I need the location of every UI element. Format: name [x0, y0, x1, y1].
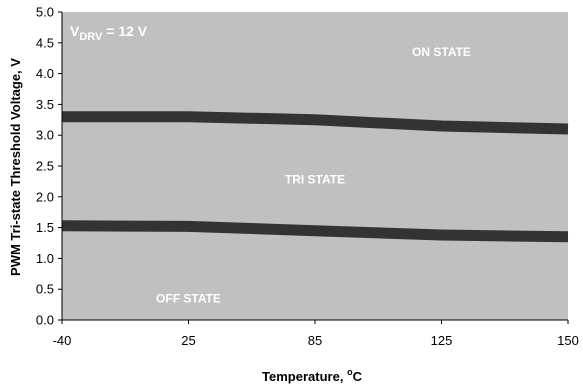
y-tick-label: 1.0 — [36, 251, 54, 266]
y-tick-label: 3.5 — [36, 97, 54, 112]
series-layer — [61, 111, 569, 243]
plot-area — [62, 12, 568, 320]
y-tick-label: 5.0 — [36, 5, 54, 20]
x-tick-label: 25 — [181, 333, 195, 348]
y-tick-label: 3.0 — [36, 128, 54, 143]
y-tick-label: 2.5 — [36, 159, 54, 174]
threshold-band-2 — [61, 220, 569, 243]
x-tick-label: -40 — [53, 333, 72, 348]
region-label-3: OFF STATE — [156, 291, 221, 305]
y-tick-label: 1.5 — [36, 220, 54, 235]
threshold-band-1 — [62, 111, 569, 135]
x-axis-title: Temperature, oC — [262, 367, 363, 384]
y-tick-label: 0.0 — [36, 313, 54, 328]
region-label-2: TRI STATE — [285, 173, 345, 187]
y-tick-label: 4.5 — [36, 35, 54, 50]
x-tick-label: 85 — [308, 333, 322, 348]
region-labels: ON STATE TRI STATE OFF STATE — [156, 45, 471, 305]
axes: 0.0 0.5 1.0 1.5 2.0 2.5 3.0 3.5 4.0 4.5 5.0 -40 25 85… — [36, 5, 579, 349]
y-axis-title: PWM Tri-state Threshold Voltage, V — [8, 58, 23, 276]
y-tick-label: 2.0 — [36, 189, 54, 204]
x-tick-label: 150 — [557, 333, 579, 348]
region-label-1: ON STATE — [412, 45, 471, 59]
x-tick-label: 125 — [431, 333, 453, 348]
y-tick-label: 4.0 — [36, 66, 54, 81]
y-tick-label: 0.5 — [36, 282, 54, 297]
condition-label: VDRV = 12 V — [70, 23, 148, 43]
